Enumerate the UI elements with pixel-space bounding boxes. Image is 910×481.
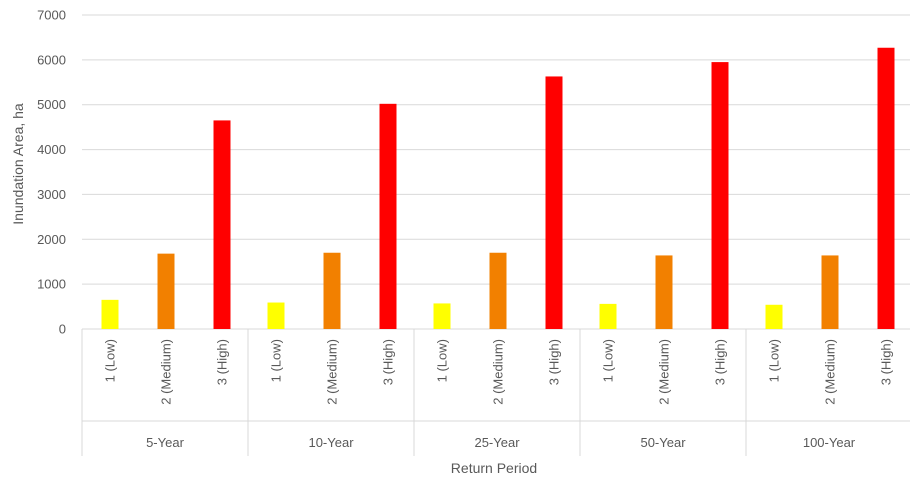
y-axis-title: Inundation Area, ha xyxy=(10,103,26,225)
bar xyxy=(765,304,783,329)
x-category-label: 3 (High) xyxy=(547,339,562,385)
bars xyxy=(101,47,895,330)
bar xyxy=(157,253,175,329)
y-tick-label: 7000 xyxy=(37,8,66,23)
x-category-label: 3 (High) xyxy=(381,339,396,385)
x-category-label: 2 (Medium) xyxy=(657,339,672,405)
y-tick-label: 3000 xyxy=(37,187,66,202)
x-axis: 1 (Low) 2 (Medium) 3 (High) 5-Year 1 (Low) 2 … xyxy=(81,329,910,456)
x-category-label: 1 (Low) xyxy=(103,339,118,382)
bar xyxy=(323,252,341,329)
x-category-label: 3 (High) xyxy=(879,339,894,385)
y-tick-label: 2000 xyxy=(37,232,66,247)
x-axis-title: Return Period xyxy=(451,460,537,476)
x-group-label: 25-Year xyxy=(474,435,520,450)
x-category-label: 1 (Low) xyxy=(601,339,616,382)
x-category-label: 2 (Medium) xyxy=(325,339,340,405)
bar xyxy=(599,303,617,329)
bar xyxy=(101,299,119,329)
x-group-label: 10-Year xyxy=(308,435,354,450)
bar xyxy=(433,303,451,329)
x-category-label: 3 (High) xyxy=(713,339,728,385)
x-group-label: 5-Year xyxy=(146,435,184,450)
x-category-label: 1 (Low) xyxy=(269,339,284,382)
bar xyxy=(213,120,231,330)
bar xyxy=(655,255,673,329)
x-category-label: 3 (High) xyxy=(215,339,230,385)
x-category-label: 1 (Low) xyxy=(767,339,782,382)
bar xyxy=(877,47,895,329)
y-tick-label: 6000 xyxy=(37,52,66,67)
bar xyxy=(821,255,839,329)
x-group-label: 50-Year xyxy=(640,435,686,450)
x-group-label: 100-Year xyxy=(803,435,856,450)
bar xyxy=(711,62,729,329)
bar xyxy=(267,302,285,329)
x-category-label: 2 (Medium) xyxy=(491,339,506,405)
y-tick-label: 1000 xyxy=(37,277,66,292)
x-category-label: 1 (Low) xyxy=(435,339,450,382)
x-category-label: 2 (Medium) xyxy=(159,339,174,405)
y-tick-label: 0 xyxy=(59,322,66,337)
x-category-label: 2 (Medium) xyxy=(823,339,838,405)
y-tick-label: 5000 xyxy=(37,97,66,112)
bar xyxy=(379,103,397,330)
y-tick-label: 4000 xyxy=(37,142,66,157)
bar xyxy=(545,76,563,329)
y-axis-ticks: 0 1000 2000 3000 4000 5000 6000 7000 xyxy=(37,8,66,337)
bar xyxy=(489,252,507,329)
